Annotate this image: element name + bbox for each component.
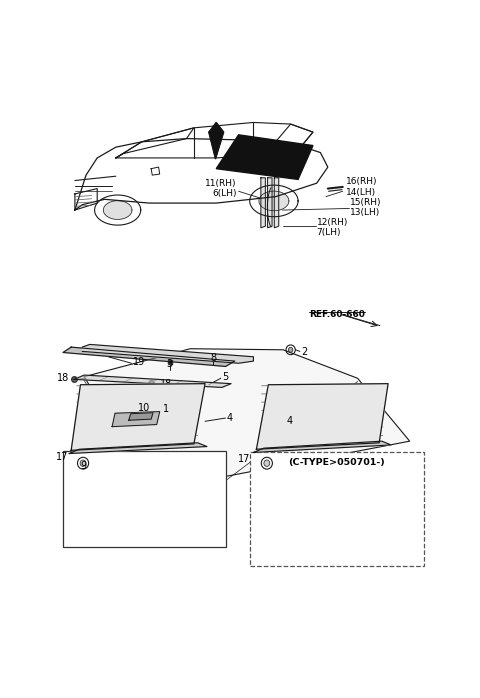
- Ellipse shape: [288, 348, 293, 352]
- Text: 3: 3: [167, 359, 173, 369]
- Text: 5: 5: [222, 371, 228, 382]
- Text: 16(RH)
14(LH): 16(RH) 14(LH): [347, 177, 378, 197]
- Polygon shape: [256, 384, 388, 450]
- Text: 9: 9: [80, 461, 86, 470]
- Text: 12(RH)
7(LH): 12(RH) 7(LH): [317, 218, 348, 237]
- Polygon shape: [74, 375, 231, 387]
- Ellipse shape: [80, 460, 86, 466]
- Text: 15(RH)
13(LH): 15(RH) 13(LH): [350, 198, 382, 217]
- Polygon shape: [69, 443, 207, 454]
- Polygon shape: [274, 178, 279, 228]
- Bar: [250, 452, 424, 566]
- Polygon shape: [253, 441, 391, 452]
- Text: 19: 19: [132, 357, 145, 367]
- Polygon shape: [71, 384, 205, 450]
- Text: 17: 17: [56, 452, 68, 462]
- Text: (C-TYPE>050701-): (C-TYPE>050701-): [288, 459, 385, 468]
- Polygon shape: [112, 412, 160, 426]
- Text: 4: 4: [287, 415, 293, 426]
- Polygon shape: [84, 349, 410, 476]
- Polygon shape: [63, 347, 235, 366]
- Polygon shape: [267, 178, 272, 228]
- Ellipse shape: [264, 460, 270, 466]
- Polygon shape: [103, 201, 132, 219]
- Polygon shape: [129, 413, 153, 420]
- Text: REF.60-660: REF.60-660: [309, 311, 365, 320]
- Text: 18: 18: [160, 378, 173, 389]
- Polygon shape: [259, 191, 289, 211]
- Text: 1: 1: [163, 404, 169, 415]
- Text: 17: 17: [238, 454, 251, 464]
- Text: 8: 8: [210, 353, 216, 363]
- Text: 4: 4: [227, 413, 233, 423]
- Polygon shape: [209, 122, 224, 159]
- Polygon shape: [261, 178, 265, 228]
- Polygon shape: [216, 135, 313, 179]
- Text: 10: 10: [138, 403, 150, 413]
- Bar: [63, 452, 226, 547]
- Text: 11(RH)
6(LH): 11(RH) 6(LH): [205, 179, 237, 198]
- Text: 18: 18: [57, 373, 69, 383]
- Polygon shape: [83, 344, 253, 363]
- Text: 2: 2: [301, 348, 307, 357]
